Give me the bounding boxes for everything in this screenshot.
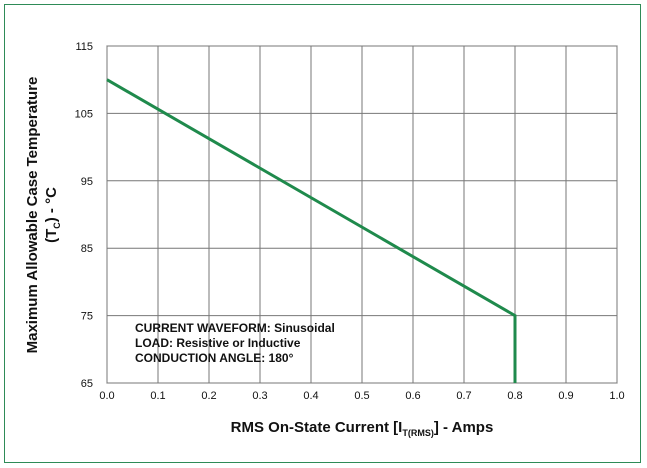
y-tick-label: 85 <box>81 243 93 255</box>
x-tick-label: 0.1 <box>150 390 165 402</box>
x-tick-label: 0.0 <box>99 390 114 402</box>
x-axis-title: RMS On-State Current [IT(RMS)] - Amps <box>231 419 494 438</box>
series-group <box>106 78 517 383</box>
x-tick-label: 0.4 <box>303 390 318 402</box>
x-axis-title-subscript: T(RMS) <box>402 428 434 438</box>
annotation-conduction-angle: CONDUCTION ANGLE: 180° <box>135 351 294 365</box>
series-line <box>106 78 517 383</box>
x-tick-label: 0.6 <box>405 390 420 402</box>
y-axis-title-line1: Maximum Allowable Case Temperature <box>24 77 41 354</box>
y-axis-title-line2-prefix: (T <box>43 229 60 243</box>
x-tick-labels: 0.0 0.1 0.2 0.3 0.4 0.5 0.6 0.7 0.8 0.9 1.0 <box>99 390 624 402</box>
x-tick-label: 0.9 <box>558 390 573 402</box>
y-tick-label: 105 <box>75 108 93 120</box>
y-tick-label: 65 <box>81 378 93 390</box>
y-axis-title-group: Maximum Allowable Case Temperature (TC) … <box>24 77 62 354</box>
y-axis-title-line2-suffix: ) - °C <box>43 187 60 222</box>
annotation-load: LOAD: Resistive or Inductive <box>135 336 301 350</box>
annotation-waveform: CURRENT WAVEFORM: Sinusoidal <box>135 321 335 335</box>
x-tick-label: 0.3 <box>252 390 267 402</box>
x-tick-label: 1.0 <box>609 390 624 402</box>
y-axis-title-line2-subscript: C <box>52 222 62 229</box>
x-tick-label: 0.5 <box>354 390 369 402</box>
y-tick-label: 75 <box>81 311 93 323</box>
y-tick-labels: 65 75 85 95 105 115 <box>75 41 93 390</box>
x-axis-title-prefix: RMS On-State Current [I <box>231 419 403 436</box>
y-axis-title-line2: (TC) - °C <box>43 187 62 243</box>
y-tick-label: 95 <box>81 176 93 188</box>
x-tick-label: 0.2 <box>201 390 216 402</box>
x-tick-label: 0.8 <box>507 390 522 402</box>
x-tick-label: 0.7 <box>456 390 471 402</box>
x-axis-title-suffix: ] - Amps <box>434 419 493 436</box>
y-tick-label: 115 <box>75 41 93 53</box>
